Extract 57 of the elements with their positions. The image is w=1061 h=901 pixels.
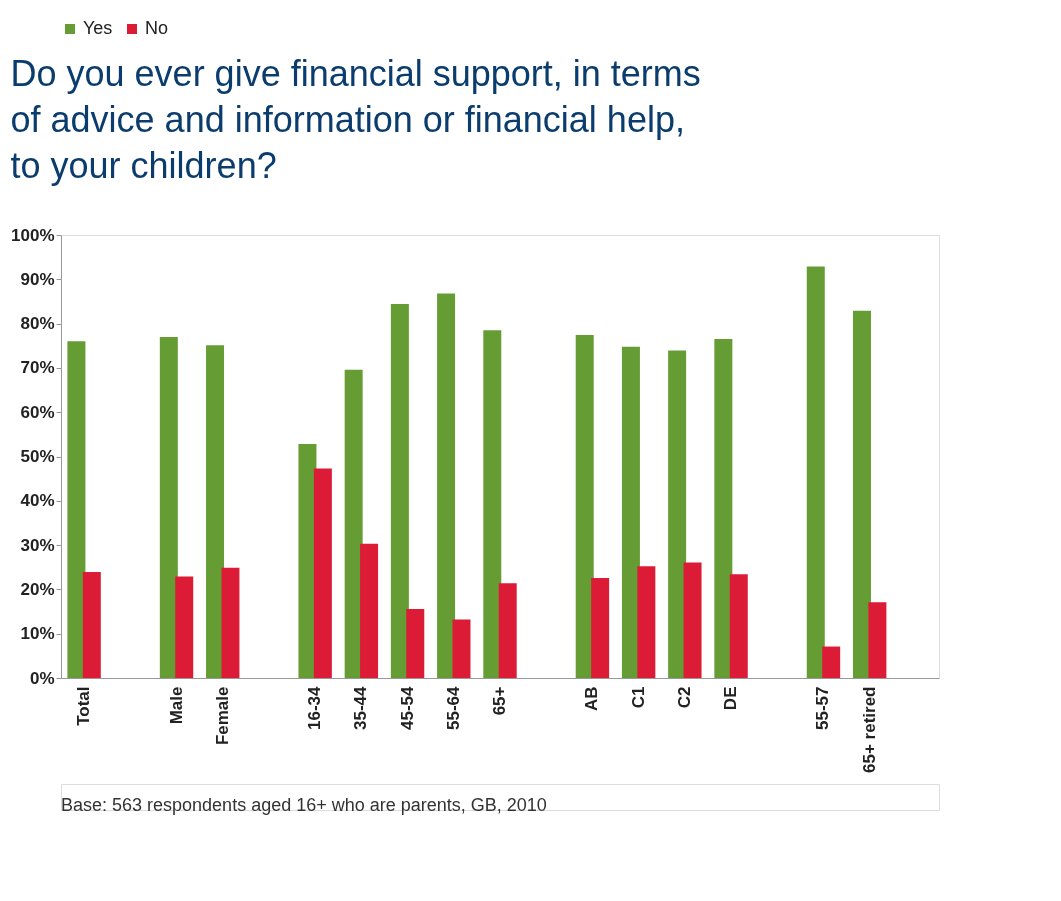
bar [591,577,610,678]
bar [621,346,640,678]
y-tick-label: 20% [20,579,55,599]
x-tick-label: 35-44 [351,685,371,730]
y-tick-label: 100% [11,225,55,245]
y-tick-label: 30% [20,535,55,555]
x-tick-label: 65+ [490,686,509,716]
y-tick-label: 90% [20,269,55,289]
y-tick-label: 70% [20,358,55,378]
bar [822,646,841,678]
bar [483,330,502,678]
x-tick-label: 65+ retired [859,686,879,773]
bar [683,562,702,678]
bar [344,369,363,678]
bar [67,341,86,678]
bar [313,468,332,678]
y-tick-label: 0% [29,668,55,688]
x-tick-label: C2 [674,686,694,709]
bar [360,543,379,678]
bar [390,304,409,678]
x-tick-label: 55-64 [443,685,463,730]
bar [637,566,656,678]
y-tick-label: 10% [20,624,55,644]
bar [452,619,471,678]
bar [159,336,178,678]
x-tick-label: 45-54 [397,685,417,730]
bar [806,266,825,678]
bar [221,567,240,678]
chart-title: Do you ever give financial support, in terms of advice and information or financial help, to your children? [10,53,701,186]
bar [206,345,225,678]
bar [498,583,517,678]
y-tick-label: 40% [20,491,55,511]
bar [668,350,687,678]
bar [437,293,456,678]
x-tick-label: AB [582,686,602,712]
x-tick-label: DE [721,686,741,711]
bar [82,572,101,678]
text: Base: 563 respondents aged 16+ who are parents, GB, 2010 [61,795,547,815]
bar [175,576,194,678]
x-tick-label: Male [166,686,186,725]
legend-label: No [145,18,169,38]
x-tick-label: 16-34 [305,685,325,730]
bar [714,339,733,678]
bar [575,335,594,678]
y-tick-label: 60% [20,402,55,422]
x-tick-label: C1 [628,686,648,709]
bar [406,608,425,678]
y-tick-label: 80% [20,314,55,334]
bar [852,310,871,678]
y-tick-label: 50% [20,447,55,466]
x-tick-label: Female [212,686,232,746]
bar [868,602,887,678]
x-tick-label: Total [74,686,94,726]
legend-label: Yes [83,18,113,38]
bar [729,574,748,678]
bar [298,444,317,678]
x-tick-label: 55-57 [813,686,833,730]
